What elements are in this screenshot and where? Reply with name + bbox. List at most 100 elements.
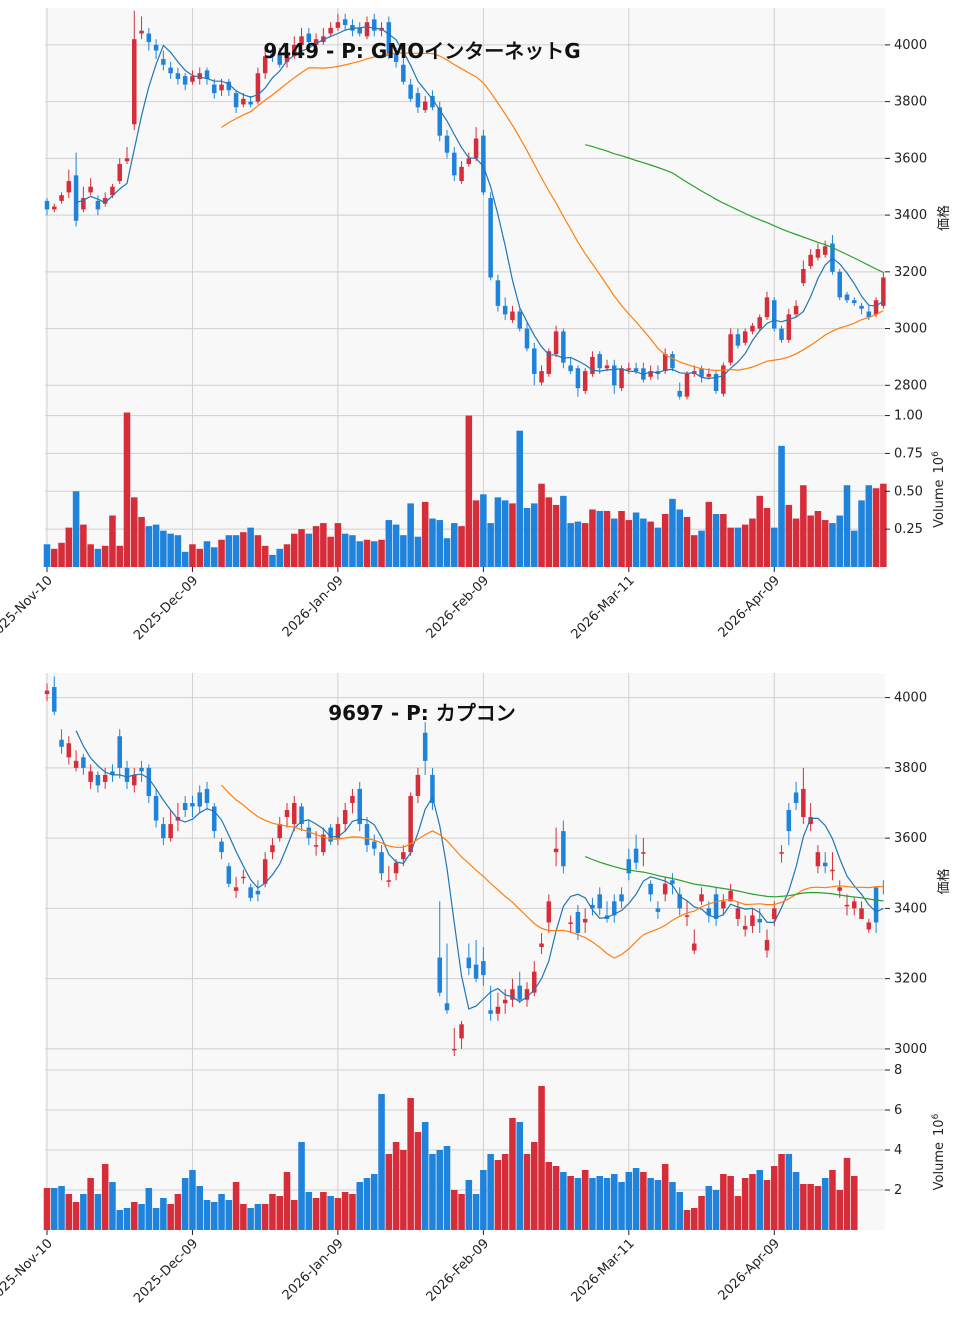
candle-body [110,771,115,775]
volume-bar [531,1142,538,1230]
candle-body [764,297,770,318]
candle-body [779,328,784,340]
volume-bar [43,1188,51,1230]
candle-body [335,22,341,28]
volume-bar [472,500,480,567]
candle-body [873,887,879,923]
candle-body [553,331,559,355]
volume-bar [618,510,625,567]
volume-bar [211,1202,218,1230]
volume-bar [741,524,749,567]
volume-bar [516,430,523,567]
volume-bar [792,1172,800,1230]
volume-bar [276,548,283,567]
price-axis-label: 価格 [936,868,952,894]
volume-bar [545,1162,553,1230]
volume-bar [720,1174,727,1230]
candle-body [190,76,195,82]
volume-bar [429,518,436,567]
candle-body [415,93,421,108]
moving-average-lines [75,730,884,1010]
candle-body [393,53,399,62]
candlesticks [44,676,884,1056]
volume-bar [240,532,247,567]
candle-body [444,135,450,153]
volume-bar [203,1200,211,1230]
volume-bar [800,485,807,567]
candle-body [844,904,850,907]
candle-body [437,957,442,993]
volume-bar [807,515,814,567]
candle-body [750,325,755,332]
candlesticks [44,10,886,400]
candle-body [452,152,457,176]
volume-bar [676,509,683,567]
candle-body [175,73,181,79]
candle-body [146,33,152,43]
volume-bar [560,495,567,567]
candle-body [233,93,239,108]
price-tick-label: 3800 [894,761,927,776]
volume-bar [334,1198,342,1230]
volume-bar [712,1190,720,1230]
volume-bar [211,547,218,567]
volume-bar [131,1202,138,1230]
volume-bar [821,520,829,567]
volume-bar [858,500,865,567]
candle-body [52,206,57,210]
candle-body [815,249,821,258]
volume-bar [51,1188,58,1230]
candle-body [721,365,726,394]
volume-bar [109,1182,116,1230]
volume-bar [283,544,291,567]
candle-body [532,348,537,374]
volume-bar [771,1166,778,1230]
volume-bar [720,514,727,567]
candle-body [270,53,275,57]
ma75-line [585,144,884,273]
volume-bar [65,1194,73,1230]
candle-body [655,908,661,912]
candle-body [459,166,464,182]
volume-tick-label: 4 [894,1143,902,1158]
volume-bar [647,1178,654,1230]
x-tick-label: 2026-Feb-09 [424,573,493,642]
volume-bar [487,523,494,567]
candle-body [786,810,792,832]
candle-body [517,311,522,329]
candle-body [808,817,813,825]
volume-bar [174,1194,182,1230]
candle-body [604,365,610,369]
volume-bar [851,1176,858,1230]
candle-body [350,795,355,803]
volume-bar [429,1154,436,1230]
ma75-line [584,856,884,902]
volume-bar [232,535,240,567]
volume-bar [691,535,698,567]
volume-bar [574,1178,582,1230]
volume-bar [327,536,334,567]
volume-bar [501,1154,509,1230]
candle-body [422,101,428,111]
volume-bar [843,1158,851,1230]
volume-bar [763,507,771,567]
volume-bar [58,542,65,567]
candle-body [793,305,799,315]
candle-body [757,317,762,329]
volume-bar [232,1182,240,1230]
volume-bar [829,1170,836,1230]
candle-body [517,985,522,1000]
volume-bar [414,536,422,567]
volume-bar [647,521,654,567]
candle-body [859,305,864,309]
candle-body [379,852,384,874]
candle-body [735,334,741,346]
x-tick-label: 2026-Jan-09 [280,573,347,640]
candle-body [713,373,719,391]
volume-bar [494,1160,502,1230]
volume-bar [436,1150,443,1230]
candle-body [597,354,602,369]
volume-bar [538,1086,545,1230]
price-tick-label: 2800 [894,378,927,393]
volume-tick-label: 2 [894,1183,902,1198]
